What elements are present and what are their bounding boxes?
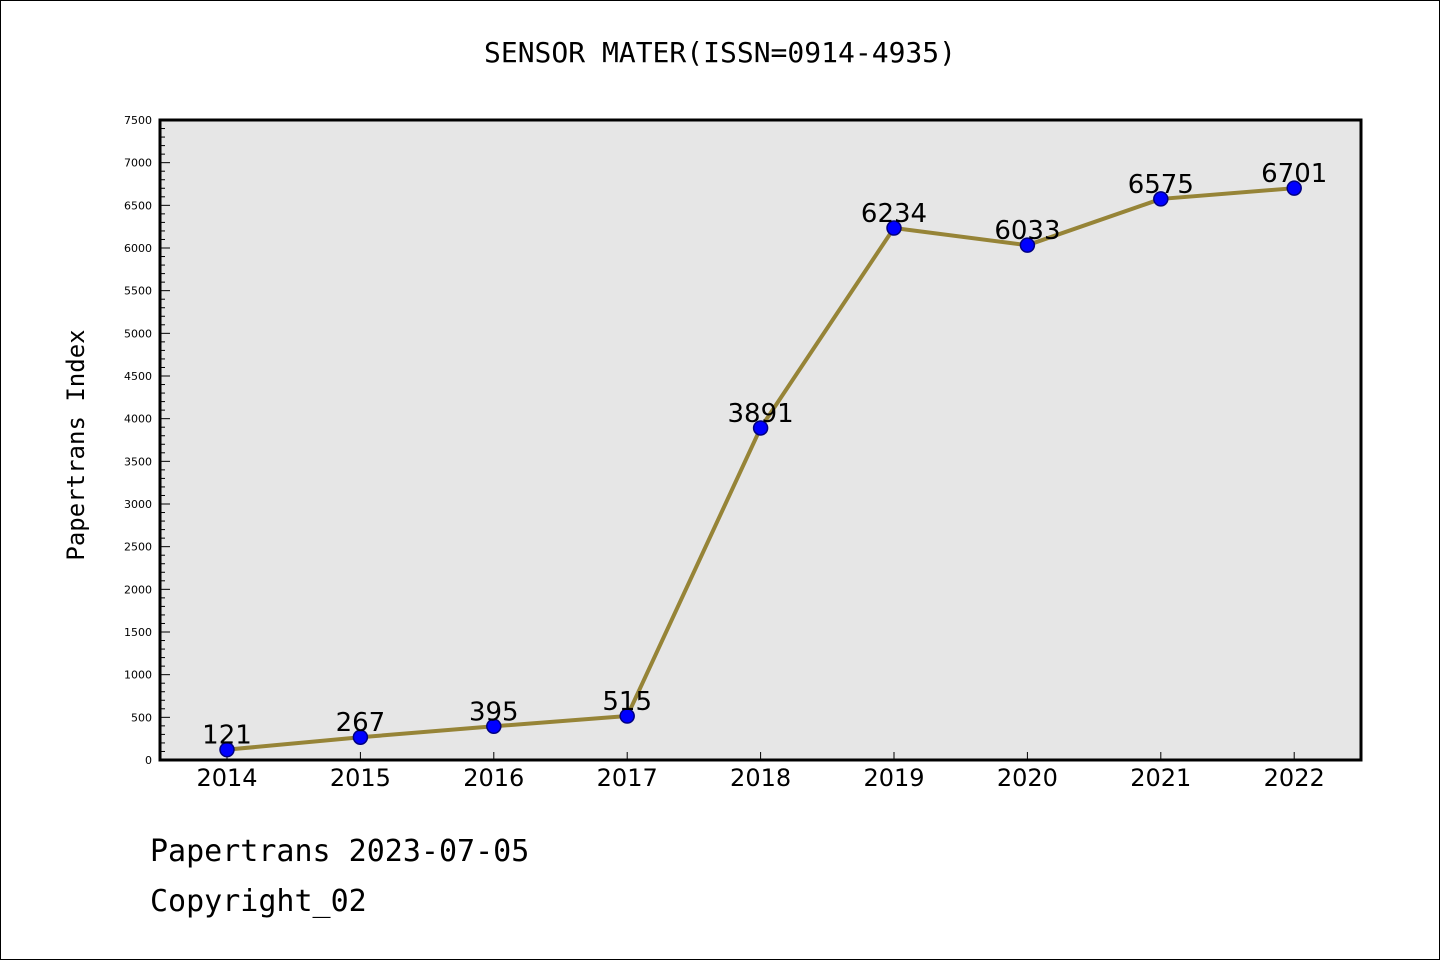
data-point bbox=[1019, 237, 1036, 253]
y-tick-label: 7000 bbox=[124, 157, 152, 170]
x-tick-label: 2016 bbox=[463, 764, 524, 792]
data-label: 6701 bbox=[1261, 159, 1327, 189]
data-label: 6234 bbox=[861, 199, 927, 229]
y-axis: 0 500 1000 1500 2000 2500 3000 3500 4000 4500 5000… bbox=[124, 114, 170, 767]
footer-source-date: Papertrans 2023-07-05 bbox=[150, 834, 530, 869]
y-tick-label: 1500 bbox=[124, 626, 152, 639]
x-tick-label: 2021 bbox=[1130, 764, 1191, 792]
chart-title: SENSOR MATER(ISSN=0914-4935) bbox=[483, 36, 956, 69]
x-tick-label: 2018 bbox=[730, 764, 791, 792]
y-axis-label: Papertrans Index bbox=[62, 329, 90, 560]
y-tick-label: 5500 bbox=[124, 285, 152, 298]
y-tick-label: 6500 bbox=[124, 199, 152, 212]
x-tick-label: 2014 bbox=[196, 764, 257, 792]
data-point bbox=[219, 741, 235, 758]
data-point bbox=[752, 420, 769, 436]
y-tick-label: 3000 bbox=[124, 498, 152, 511]
y-tick-label: 1000 bbox=[124, 669, 152, 682]
data-point bbox=[486, 718, 502, 735]
x-tick-label: 2020 bbox=[997, 764, 1058, 792]
y-tick-label: 5000 bbox=[124, 327, 152, 340]
data-point bbox=[886, 220, 902, 236]
data-labels: 121 267 395 515 3891 6234 6033 6575 6701 bbox=[202, 159, 1327, 750]
footer-copyright: Copyright_02 bbox=[150, 884, 367, 919]
data-label: 121 bbox=[202, 721, 252, 751]
data-label: 395 bbox=[469, 697, 519, 727]
data-point bbox=[352, 729, 369, 745]
y-tick-label: 500 bbox=[131, 711, 152, 724]
x-tick-label: 2017 bbox=[597, 764, 658, 792]
y-tick-label: 3500 bbox=[124, 455, 152, 468]
y-tick-label: 4500 bbox=[124, 370, 152, 383]
x-axis: 2014 2015 2016 2017 2018 2019 2020 2021 2022 bbox=[196, 752, 1325, 792]
y-tick-label: 4000 bbox=[124, 413, 152, 426]
data-label: 6033 bbox=[994, 216, 1060, 246]
data-label: 6575 bbox=[1128, 170, 1194, 200]
data-point bbox=[1153, 191, 1169, 207]
data-point bbox=[1286, 180, 1302, 196]
data-label: 3891 bbox=[728, 399, 794, 429]
x-tick-label: 2019 bbox=[863, 764, 924, 792]
y-tick-label: 2000 bbox=[124, 583, 152, 596]
x-tick-label: 2022 bbox=[1264, 764, 1325, 792]
data-point bbox=[619, 708, 635, 724]
data-label: 267 bbox=[336, 708, 386, 738]
series-markers bbox=[219, 180, 1302, 758]
y-tick-label: 7500 bbox=[124, 114, 152, 127]
y-tick-label: 0 bbox=[145, 754, 152, 767]
x-tick-label: 2015 bbox=[330, 764, 391, 792]
plot-area bbox=[158, 118, 1363, 762]
y-tick-label: 2500 bbox=[124, 541, 152, 554]
y-tick-label: 6000 bbox=[124, 242, 152, 255]
data-label: 515 bbox=[602, 687, 652, 717]
